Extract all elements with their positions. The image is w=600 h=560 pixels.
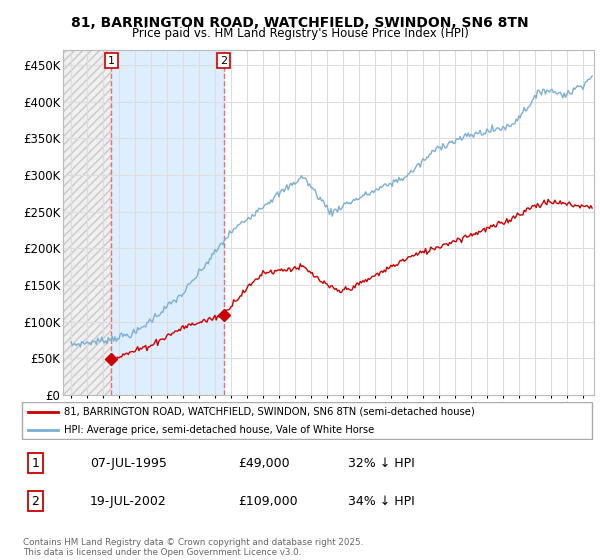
Text: £49,000: £49,000 xyxy=(239,457,290,470)
Text: £109,000: £109,000 xyxy=(239,495,298,508)
Text: 32% ↓ HPI: 32% ↓ HPI xyxy=(347,457,415,470)
Text: 1: 1 xyxy=(31,457,39,470)
Text: 19-JUL-2002: 19-JUL-2002 xyxy=(90,495,167,508)
Text: 81, BARRINGTON ROAD, WATCHFIELD, SWINDON, SN6 8TN (semi-detached house): 81, BARRINGTON ROAD, WATCHFIELD, SWINDON… xyxy=(64,407,475,417)
Bar xyxy=(112,50,224,395)
Text: 2: 2 xyxy=(220,55,227,66)
Text: 34% ↓ HPI: 34% ↓ HPI xyxy=(347,495,415,508)
Text: Contains HM Land Registry data © Crown copyright and database right 2025.
This d: Contains HM Land Registry data © Crown c… xyxy=(23,538,363,557)
Text: 81, BARRINGTON ROAD, WATCHFIELD, SWINDON, SN6 8TN: 81, BARRINGTON ROAD, WATCHFIELD, SWINDON… xyxy=(71,16,529,30)
Text: 07-JUL-1995: 07-JUL-1995 xyxy=(90,457,167,470)
FancyBboxPatch shape xyxy=(22,402,592,439)
Text: HPI: Average price, semi-detached house, Vale of White Horse: HPI: Average price, semi-detached house,… xyxy=(64,425,374,435)
Text: Price paid vs. HM Land Registry's House Price Index (HPI): Price paid vs. HM Land Registry's House … xyxy=(131,27,469,40)
Text: 1: 1 xyxy=(108,55,115,66)
Bar xyxy=(63,50,112,395)
Text: 2: 2 xyxy=(31,495,39,508)
